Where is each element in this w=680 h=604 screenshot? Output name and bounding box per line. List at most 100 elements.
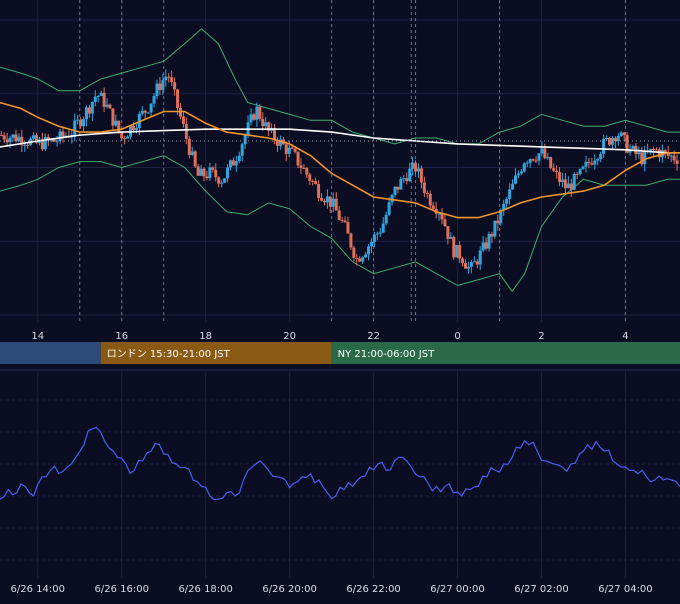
candle-body [5, 139, 9, 143]
x-tick-label: 14 [31, 331, 44, 342]
candle-body [155, 83, 159, 97]
candle-body [375, 233, 379, 235]
candle-body [484, 242, 488, 249]
candle-body [358, 258, 362, 262]
session-label: ロンドン 15:30-21:00 JST [107, 349, 231, 360]
candle-body [590, 163, 594, 165]
candle-body [273, 128, 277, 141]
candle-body [143, 110, 147, 113]
candle-body [117, 120, 121, 132]
candle-body [393, 186, 397, 195]
candle-body [572, 173, 576, 190]
candle-body [114, 120, 118, 126]
candle-body [76, 119, 80, 121]
candle-body [469, 262, 473, 267]
candle-body [622, 132, 626, 136]
indicator-line [0, 426, 680, 501]
candle-body [422, 182, 426, 194]
candle-body [173, 82, 177, 90]
candle-body [126, 136, 130, 139]
candle-body [361, 257, 365, 262]
candle-body [237, 155, 241, 162]
candle-body [672, 155, 676, 161]
candle-body [616, 135, 620, 141]
candle-body [602, 138, 606, 154]
candle-body [496, 220, 500, 224]
x-tick-label: 2 [538, 331, 544, 342]
candle-body [161, 80, 165, 90]
candle-body [73, 120, 77, 135]
candle-body [449, 236, 453, 239]
moving-averages [0, 101, 680, 219]
candle-body [11, 134, 15, 138]
candle-body [2, 135, 6, 140]
candle-body [337, 210, 341, 220]
x-date-label: 6/26 22:00 [346, 584, 400, 595]
candle-body [243, 135, 247, 145]
candle-body [411, 162, 415, 169]
candle-body [381, 223, 385, 233]
candle-body [552, 168, 556, 171]
candle-body [299, 165, 303, 168]
moving-average-short [0, 101, 680, 219]
candle-body [255, 106, 259, 120]
candle-body [452, 236, 456, 258]
x-axis-main: 14 16 18 20 22 0 2 4 [31, 331, 628, 342]
candle-body [87, 107, 91, 114]
candle-body [508, 189, 512, 200]
candle-body [425, 193, 429, 195]
candle-body [581, 166, 585, 169]
candle-body [267, 122, 271, 131]
candle-body [390, 194, 394, 203]
x-tick-label: 20 [283, 331, 296, 342]
candle-body [437, 213, 441, 215]
candle-body [522, 163, 526, 172]
candle-body [302, 167, 306, 169]
candle-body [640, 152, 644, 165]
candle-body [149, 103, 153, 113]
candle-body [546, 157, 550, 159]
candle-body [399, 178, 403, 190]
x-tick-label: 0 [454, 331, 460, 342]
x-date-label: 6/26 18:00 [178, 584, 232, 595]
candle-body [416, 168, 420, 172]
candle-body [499, 209, 503, 224]
bollinger-upper [0, 28, 680, 145]
candle-body [431, 205, 435, 209]
candle-body [170, 77, 174, 83]
candle-body [64, 135, 68, 137]
candle-body [278, 139, 282, 146]
candle-body [184, 123, 188, 139]
candle-body [419, 168, 423, 183]
candle-body [275, 140, 279, 146]
candle-body [675, 160, 679, 164]
candle-body [475, 261, 479, 265]
candle-body [314, 181, 318, 185]
candle-body [643, 150, 647, 165]
candle-body [613, 137, 617, 141]
x-date-label: 6/27 04:00 [598, 584, 652, 595]
candle-body [202, 168, 206, 177]
candle-body [102, 92, 106, 107]
candle-body [84, 107, 88, 120]
candle-body [461, 258, 465, 264]
candle-body [99, 92, 103, 96]
session-block [0, 342, 101, 364]
candle-body [349, 233, 353, 248]
candle-body [196, 166, 200, 176]
candle-body [378, 232, 382, 234]
candle-body [340, 219, 344, 221]
candle-body [502, 203, 506, 210]
candle-body [223, 178, 227, 183]
candle-body [584, 161, 588, 167]
candle-body [578, 168, 582, 175]
candle-body [43, 136, 47, 150]
candle-body [478, 250, 482, 265]
candle-body [96, 95, 100, 97]
candle-body [52, 139, 56, 142]
x-date-label: 6/26 16:00 [95, 584, 149, 595]
candle-body [666, 151, 670, 156]
candle-body [352, 247, 356, 258]
